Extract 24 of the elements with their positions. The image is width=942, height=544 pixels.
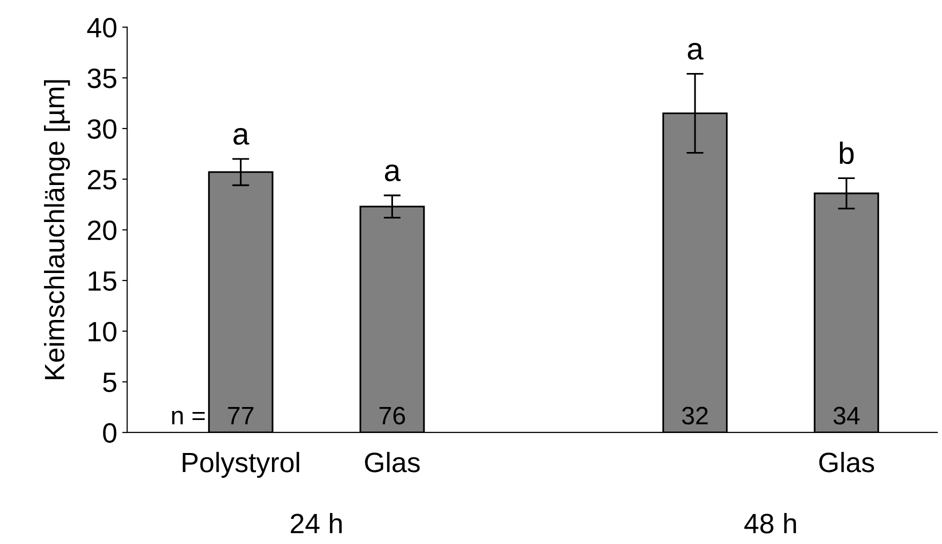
- y-tick-label: 15: [88, 271, 116, 291]
- y-tick-label: 40: [87, 18, 116, 38]
- x-tick-label: Polystyrol: [182, 452, 300, 478]
- y-tick-label: 5: [103, 372, 116, 392]
- annotation: 77: [228, 407, 254, 424]
- y-tick-label: 30: [88, 119, 116, 139]
- text: 24 h: [290, 513, 342, 534]
- y-tick-label: 35: [88, 68, 116, 88]
- annotation: a: [234, 128, 250, 145]
- annotation: a: [384, 164, 401, 182]
- y-tick-label: 10: [88, 322, 116, 342]
- annotation: n =: [172, 410, 205, 424]
- text: 48 h: [744, 513, 796, 534]
- annotation: 32: [682, 406, 708, 424]
- y-tick-label: 25: [88, 170, 116, 190]
- annotation: 76: [380, 406, 405, 424]
- x-tick-label: Glas: [819, 452, 874, 472]
- y-tick-label: 0: [103, 423, 116, 443]
- annotation: b: [840, 142, 854, 164]
- y-axis-title: Keimschlauchlänge [µm]: [44, 80, 70, 380]
- annotation: 34: [833, 406, 860, 424]
- y-tick-label: 20: [88, 220, 116, 240]
- x-tick-label: Glas: [365, 452, 420, 472]
- annotation: a: [688, 42, 704, 60]
